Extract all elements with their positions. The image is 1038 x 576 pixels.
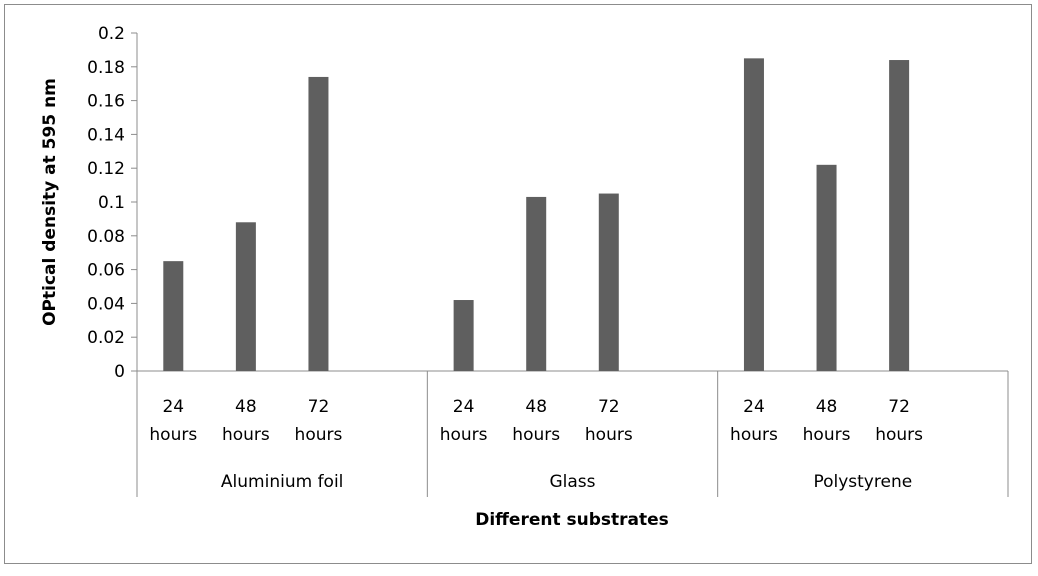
bar <box>163 261 184 371</box>
y-tick-label: 0.02 <box>87 328 125 348</box>
y-tick-label: 0.08 <box>87 227 125 247</box>
x-tick-label: 24 <box>743 397 765 417</box>
y-tick-label: 0.12 <box>87 159 125 179</box>
bar <box>889 60 910 371</box>
x-tick-label: hours <box>803 425 851 445</box>
x-tick-label: hours <box>440 425 488 445</box>
bar <box>526 196 547 371</box>
x-tick-label: hours <box>730 425 778 445</box>
x-tick-label: 72 <box>308 397 330 417</box>
x-tick-label: 48 <box>525 397 547 417</box>
bar <box>453 300 474 371</box>
x-tick-label: 48 <box>816 397 838 417</box>
x-tick-label: 72 <box>598 397 620 417</box>
x-tick-label: 48 <box>235 397 257 417</box>
y-tick-label: 0.1 <box>98 193 125 213</box>
x-axis: 24 hours 48 hours 72 hours Aluminium foil 24 hou… <box>136 370 1009 497</box>
y-tick-label: 0.04 <box>87 294 125 314</box>
bars <box>163 58 910 371</box>
x-tick-label: hours <box>875 425 923 445</box>
y-tick-label: 0.14 <box>87 125 125 145</box>
x-tick-label: 72 <box>888 397 910 417</box>
y-tick-label: 0.16 <box>87 92 125 112</box>
y-axis-title: OPtical density at 595 nm <box>40 78 60 326</box>
bar <box>743 58 764 371</box>
y-tick-label: 0.2 <box>98 24 125 44</box>
x-tick-label: hours <box>149 425 197 445</box>
bar <box>816 164 837 371</box>
x-tick-label: 24 <box>453 397 475 417</box>
group-label: Aluminium foil <box>221 472 343 492</box>
bar <box>308 76 329 371</box>
y-tick-label: 0.18 <box>87 58 125 78</box>
y-axis: 0 0.02 0.04 0.06 0.08 0.1 0.12 0.14 0.16 0.18 0.2 <box>87 24 138 497</box>
group-label: Polystyrene <box>813 472 912 492</box>
x-tick-label: hours <box>512 425 560 445</box>
bar <box>235 222 256 371</box>
y-tick-label: 0 <box>114 362 125 382</box>
x-tick-label: hours <box>295 425 343 445</box>
x-axis-title: Different substrates <box>475 510 669 530</box>
x-tick-label: hours <box>222 425 270 445</box>
y-tick-label: 0.06 <box>87 261 125 281</box>
x-tick-label: 24 <box>162 397 184 417</box>
x-tick-label: hours <box>585 425 633 445</box>
group-label: Glass <box>549 472 595 492</box>
bar <box>598 193 619 371</box>
